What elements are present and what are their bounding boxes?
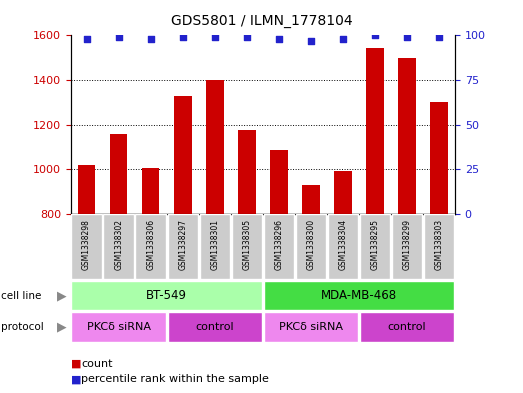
Text: control: control: [388, 322, 426, 332]
Text: GSM1338297: GSM1338297: [178, 219, 187, 270]
Text: GSM1338299: GSM1338299: [403, 219, 412, 270]
Bar: [174, 96, 191, 214]
Text: GSM1338296: GSM1338296: [275, 219, 283, 270]
Text: GDS5801 / ILMN_1778104: GDS5801 / ILMN_1778104: [170, 14, 353, 28]
Text: control: control: [196, 322, 234, 332]
Text: count: count: [81, 358, 112, 369]
Bar: [206, 80, 223, 214]
Bar: [264, 214, 294, 279]
Bar: [78, 165, 95, 214]
Text: GSM1338303: GSM1338303: [435, 219, 444, 270]
Bar: [264, 281, 454, 310]
Text: PKCδ siRNA: PKCδ siRNA: [279, 322, 343, 332]
Bar: [334, 171, 351, 214]
Bar: [424, 214, 454, 279]
Text: GSM1338302: GSM1338302: [114, 219, 123, 270]
Text: BT-549: BT-549: [146, 289, 187, 302]
Point: [339, 36, 347, 42]
Text: ■: ■: [71, 374, 81, 384]
Point: [83, 36, 91, 42]
Bar: [72, 312, 166, 342]
Point: [403, 34, 411, 40]
Bar: [167, 214, 198, 279]
Point: [178, 34, 187, 40]
Text: GSM1338300: GSM1338300: [306, 219, 315, 270]
Bar: [72, 214, 102, 279]
Text: GSM1338306: GSM1338306: [146, 219, 155, 270]
Text: GSM1338305: GSM1338305: [242, 219, 251, 270]
Point: [306, 38, 315, 44]
Bar: [360, 214, 390, 279]
Bar: [72, 281, 262, 310]
Point: [371, 32, 379, 39]
Bar: [295, 214, 326, 279]
Text: GSM1338301: GSM1338301: [210, 219, 219, 270]
Bar: [232, 214, 262, 279]
Text: cell line: cell line: [1, 291, 41, 301]
Text: MDA-MB-468: MDA-MB-468: [321, 289, 397, 302]
Bar: [104, 214, 134, 279]
Bar: [328, 214, 358, 279]
Text: ▶: ▶: [57, 289, 66, 302]
Bar: [270, 151, 288, 214]
Text: percentile rank within the sample: percentile rank within the sample: [81, 374, 269, 384]
Bar: [398, 58, 416, 214]
Text: PKCδ siRNA: PKCδ siRNA: [87, 322, 151, 332]
Point: [115, 34, 123, 40]
Point: [243, 34, 251, 40]
Bar: [135, 214, 166, 279]
Text: GSM1338298: GSM1338298: [82, 219, 91, 270]
Bar: [167, 312, 262, 342]
Bar: [142, 168, 160, 214]
Bar: [302, 185, 320, 214]
Text: GSM1338295: GSM1338295: [370, 219, 379, 270]
Bar: [366, 48, 384, 214]
Point: [435, 34, 443, 40]
Point: [211, 34, 219, 40]
Text: ■: ■: [71, 358, 81, 369]
Bar: [360, 312, 454, 342]
Bar: [430, 103, 448, 214]
Point: [275, 36, 283, 42]
Bar: [392, 214, 422, 279]
Bar: [110, 134, 128, 214]
Text: GSM1338304: GSM1338304: [338, 219, 347, 270]
Bar: [264, 312, 358, 342]
Text: protocol: protocol: [1, 322, 44, 332]
Bar: [238, 130, 256, 214]
Point: [146, 36, 155, 42]
Bar: [200, 214, 230, 279]
Text: ▶: ▶: [57, 321, 66, 334]
